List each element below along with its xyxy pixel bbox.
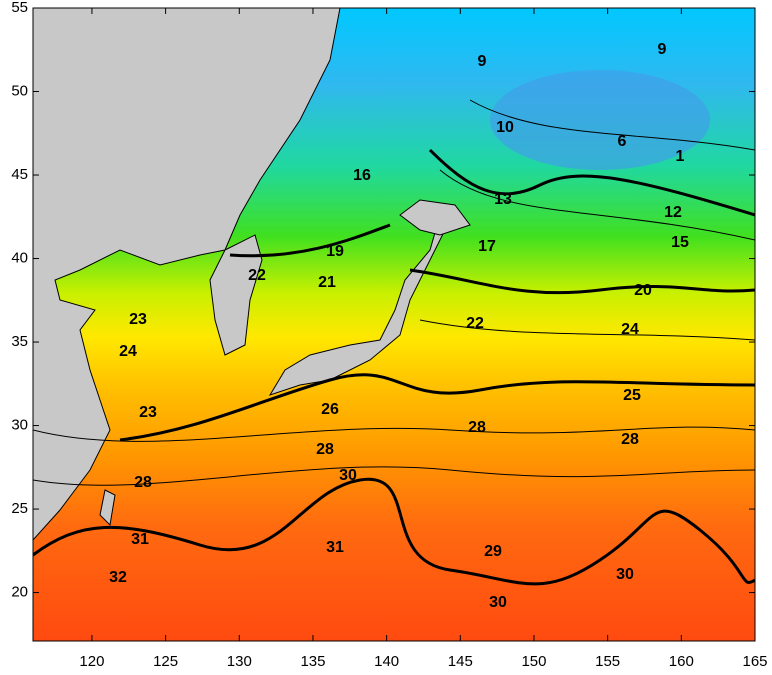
contour-label: 30 bbox=[616, 566, 634, 583]
korea bbox=[209, 234, 263, 356]
x-tick-label: 120 bbox=[79, 653, 104, 670]
contour-label: 23 bbox=[129, 311, 147, 328]
contour-label: 1 bbox=[676, 148, 685, 165]
contour-label: 9 bbox=[658, 41, 667, 58]
contour-label: 13 bbox=[494, 191, 512, 208]
y-tick-label: 30 bbox=[11, 417, 28, 434]
contour-label: 19 bbox=[326, 243, 344, 260]
contour-label: 31 bbox=[131, 531, 149, 548]
contour-label: 28 bbox=[134, 474, 152, 491]
contours bbox=[33, 99, 755, 586]
contour-label: 9 bbox=[478, 53, 487, 70]
map-area bbox=[33, 8, 755, 641]
contour-label: 24 bbox=[119, 343, 137, 360]
contour-label: 24 bbox=[621, 321, 639, 338]
contour-label: 31 bbox=[326, 539, 344, 556]
y-tick-label: 25 bbox=[11, 500, 28, 517]
x-tick-label: 130 bbox=[227, 653, 252, 670]
contour-label: 17 bbox=[478, 238, 496, 255]
x-tick-label: 155 bbox=[595, 653, 620, 670]
contour-label: 28 bbox=[468, 419, 486, 436]
contour-label: 22 bbox=[466, 315, 484, 332]
x-tick-label: 140 bbox=[374, 653, 399, 670]
contour-label: 21 bbox=[318, 274, 336, 291]
frame bbox=[32, 7, 756, 642]
x-tick-label: 150 bbox=[521, 653, 546, 670]
contour-label: 29 bbox=[484, 543, 502, 560]
contour-label: 12 bbox=[664, 204, 682, 221]
y-tick-label: 35 bbox=[11, 333, 28, 350]
x-tick-label: 125 bbox=[153, 653, 178, 670]
contour-label: 32 bbox=[109, 569, 127, 586]
y-tick-label: 50 bbox=[11, 82, 28, 99]
x-tick-label: 160 bbox=[669, 653, 694, 670]
contour-label: 16 bbox=[353, 167, 371, 184]
taiwan bbox=[99, 489, 116, 527]
x-tick-label: 145 bbox=[448, 653, 473, 670]
x-tick-label: 135 bbox=[300, 653, 325, 670]
y-tick-label: 40 bbox=[11, 249, 28, 266]
contour-label: 20 bbox=[634, 282, 652, 299]
contour-label: 25 bbox=[623, 387, 641, 404]
contour-label: 6 bbox=[618, 133, 627, 150]
contour-label: 26 bbox=[321, 401, 339, 418]
hokkaido bbox=[399, 199, 471, 236]
japan bbox=[268, 213, 446, 396]
contour-label: 22 bbox=[248, 267, 266, 284]
contour-label: 23 bbox=[139, 404, 157, 421]
contour-label: 28 bbox=[316, 441, 334, 458]
contour-label: 15 bbox=[671, 234, 689, 251]
y-tick-label: 20 bbox=[11, 584, 28, 601]
contour-label: 30 bbox=[489, 594, 507, 611]
y-tick-label: 45 bbox=[11, 166, 28, 183]
contour-label: 10 bbox=[496, 119, 514, 136]
mainland bbox=[33, 8, 341, 541]
cold-pool bbox=[490, 70, 710, 170]
y-tick-label: 55 bbox=[11, 0, 28, 16]
contour-label: 30 bbox=[339, 467, 357, 484]
x-tick-label: 165 bbox=[742, 653, 767, 670]
contour-label: 28 bbox=[621, 431, 639, 448]
